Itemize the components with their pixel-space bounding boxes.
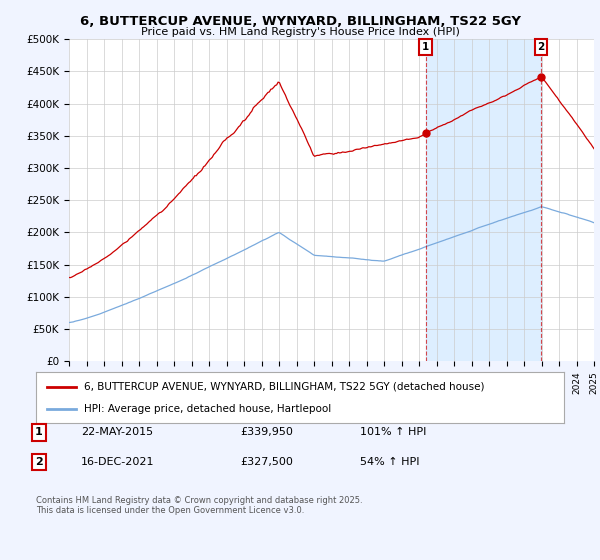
Text: HPI: Average price, detached house, Hartlepool: HPI: Average price, detached house, Hart… <box>83 404 331 414</box>
Text: 1: 1 <box>35 427 43 437</box>
Text: 6, BUTTERCUP AVENUE, WYNYARD, BILLINGHAM, TS22 5GY: 6, BUTTERCUP AVENUE, WYNYARD, BILLINGHAM… <box>79 15 521 27</box>
Text: £339,950: £339,950 <box>240 427 293 437</box>
Bar <box>425 39 541 361</box>
Text: 6, BUTTERCUP AVENUE, WYNYARD, BILLINGHAM, TS22 5GY (detached house): 6, BUTTERCUP AVENUE, WYNYARD, BILLINGHAM… <box>83 381 484 391</box>
Text: 54% ↑ HPI: 54% ↑ HPI <box>360 457 419 467</box>
Text: Price paid vs. HM Land Registry's House Price Index (HPI): Price paid vs. HM Land Registry's House … <box>140 27 460 37</box>
Text: 2: 2 <box>537 42 544 52</box>
Text: 22-MAY-2015: 22-MAY-2015 <box>81 427 153 437</box>
Text: 16-DEC-2021: 16-DEC-2021 <box>81 457 155 467</box>
Text: 2: 2 <box>35 457 43 467</box>
Text: 1: 1 <box>422 42 429 52</box>
Text: 101% ↑ HPI: 101% ↑ HPI <box>360 427 427 437</box>
Text: £327,500: £327,500 <box>240 457 293 467</box>
Text: Contains HM Land Registry data © Crown copyright and database right 2025.
This d: Contains HM Land Registry data © Crown c… <box>36 496 362 515</box>
